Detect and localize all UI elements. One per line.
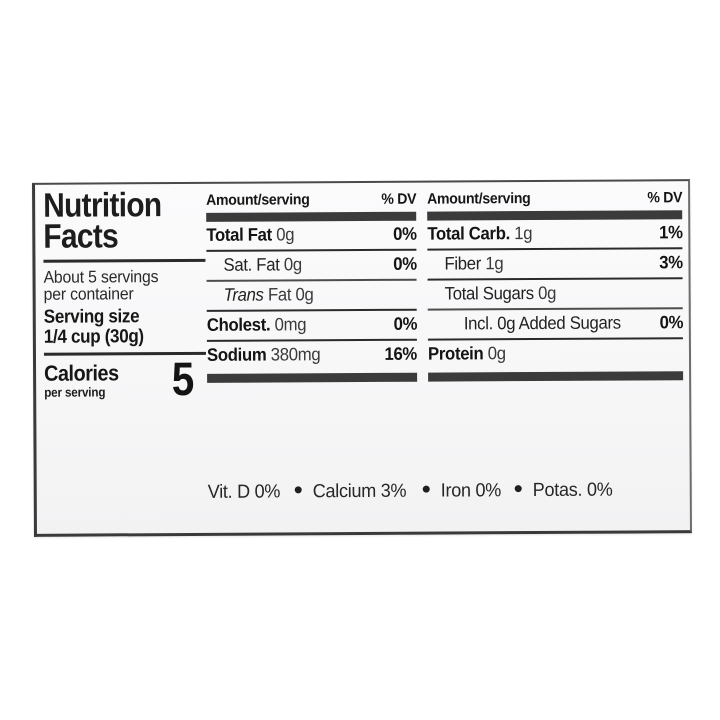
label-right-column: Amount/serving % DV Total Carb. 1g 1% Fi… <box>427 189 684 382</box>
row-protein-amount: 0g <box>487 342 506 363</box>
middle-footer-thick-bar <box>207 372 418 383</box>
serving-size-block: Serving size 1/4 cup (30g) <box>43 306 190 348</box>
row-total-carb: Total Carb. 1g 1% <box>427 219 682 248</box>
micro-iron: Iron 0% <box>440 480 500 502</box>
row-added-sugars-dv: 0% <box>659 311 683 332</box>
row-sodium-dv: 16% <box>384 343 418 364</box>
row-trans-fat: Trans Fat 0g <box>207 280 417 309</box>
row-total-sugars-amount: 0g <box>538 282 557 304</box>
micro-calcium: Calcium 3% <box>313 481 407 504</box>
servings-line-2: per container <box>43 284 134 304</box>
row-sat-fat-dv: 0% <box>392 253 417 274</box>
row-total-carb-name: Total Carb. <box>427 223 510 244</box>
micro-calcium-name: Calcium <box>312 480 377 503</box>
servings-line-1: About 5 servings <box>43 266 159 287</box>
row-added-sugars-name: Incl. 0g Added Sugars <box>463 312 621 333</box>
row-sat-fat-name: Sat. Fat <box>223 254 280 275</box>
calories-label-group: Calories per serving <box>44 360 119 401</box>
calories-row: Calories per serving 5 <box>44 352 206 406</box>
bullet-dot-icon <box>294 486 302 494</box>
micro-potassium: Potas. 0% <box>533 480 613 502</box>
nutrition-facts-title: Nutrition Facts <box>43 186 186 257</box>
middle-column-header: Amount/serving % DV <box>206 191 416 209</box>
row-total-fat-amount: 0g <box>276 224 295 245</box>
micro-calcium-value: 3% <box>380 480 407 502</box>
divider-below-title <box>43 258 206 263</box>
calories-label: Calories <box>44 360 119 387</box>
row-cholesterol: Cholest. 0mg 0% <box>207 310 417 339</box>
row-sodium: Sodium 380mg 16% <box>207 340 417 369</box>
row-fiber-name: Fiber <box>444 253 482 274</box>
middle-header-amount: Amount/serving <box>206 191 310 209</box>
row-trans-fat-name: Trans <box>223 284 264 305</box>
row-total-fat-name: Total Fat <box>206 224 272 245</box>
label-middle-column: Amount/serving % DV Total Fat 0g 0% Sat.… <box>206 191 418 383</box>
row-sat-fat: Sat. Fat 0g 0% <box>206 251 416 280</box>
right-header-dv: % DV <box>647 189 683 207</box>
title-line-2: Facts <box>43 217 119 257</box>
right-footer-thick-bar <box>428 370 684 382</box>
micro-iron-name: Iron <box>440 480 471 502</box>
label-left-column: Nutrition Facts About 5 servings per con… <box>43 186 207 531</box>
row-total-fat-dv: 0% <box>392 223 417 244</box>
micro-potassium-name: Potas. <box>532 479 583 502</box>
bullet-dot-icon <box>514 485 522 493</box>
micro-vitamin-d: Vit. D 0% <box>208 481 280 503</box>
row-total-carb-amount: 1g <box>514 223 533 244</box>
serving-size-value: 1/4 cup (30g) <box>43 325 144 348</box>
calories-per-serving-label: per serving <box>44 384 106 401</box>
row-sodium-amount: 380mg <box>270 343 321 365</box>
row-cholesterol-dv: 0% <box>393 313 417 334</box>
row-cholesterol-name: Cholest. <box>206 314 271 335</box>
micro-vitamin-d-value: 0% <box>254 481 281 503</box>
micronutrient-row: Vit. D 0% Calcium 3% Iron 0% Potas. 0% <box>208 479 684 504</box>
middle-header-dv: % DV <box>381 190 417 208</box>
right-header-amount: Amount/serving <box>427 190 531 208</box>
row-cholesterol-amount: 0mg <box>274 313 307 334</box>
micro-potassium-value: 0% <box>586 479 613 501</box>
row-total-fat: Total Fat 0g 0% <box>206 221 416 250</box>
row-total-sugars: Total Sugars 0g <box>428 279 683 308</box>
micro-vitamin-d-name: Vit. D <box>207 481 250 503</box>
micro-iron-value: 0% <box>474 480 501 502</box>
row-sat-fat-amount: 0g <box>283 254 302 275</box>
bullet-dot-icon <box>422 485 430 493</box>
row-fiber-dv: 3% <box>658 252 683 273</box>
calories-value: 5 <box>171 352 195 406</box>
right-column-header: Amount/serving % DV <box>427 189 682 207</box>
row-trans-fat-amount: Fat 0g <box>267 283 314 305</box>
row-protein-name: Protein <box>427 342 484 364</box>
nutrition-facts-label: Nutrition Facts About 5 servings per con… <box>32 179 692 537</box>
row-fiber-amount: 1g <box>485 253 504 274</box>
row-protein: Protein 0g <box>428 339 683 368</box>
row-sodium-name: Sodium <box>206 344 267 365</box>
serving-size-label: Serving size <box>43 306 140 328</box>
row-total-sugars-name: Total Sugars <box>444 283 534 304</box>
servings-per-container: About 5 servings per container <box>43 266 194 304</box>
row-fiber: Fiber 1g 3% <box>427 249 682 278</box>
row-total-carb-dv: 1% <box>658 222 683 243</box>
row-added-sugars: Incl. 0g Added Sugars 0% <box>428 309 683 338</box>
